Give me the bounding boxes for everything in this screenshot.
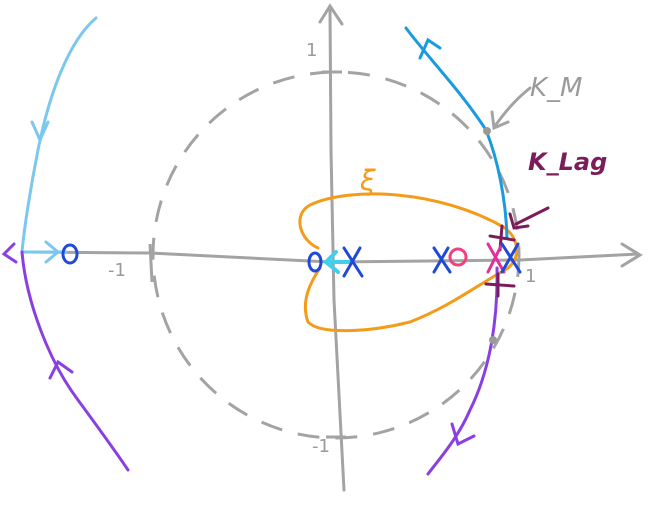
xi-label: ξ: [359, 164, 376, 197]
y-label-one: 1: [306, 40, 317, 61]
x-label-one: 1: [525, 266, 536, 287]
pole-origin: [342, 246, 364, 278]
x-label-neg-one: -1: [108, 260, 126, 281]
cyan-locus-arrow: [323, 250, 352, 274]
klag-arrow: [514, 206, 550, 226]
klag-arrow-head: [508, 212, 530, 230]
pole-near-one: [500, 242, 522, 274]
real-axis-arrowhead: [620, 242, 643, 268]
zero-origin: [307, 251, 323, 273]
imag-axis: [328, 6, 346, 492]
klag-mark-lower: [484, 272, 516, 298]
km-label: K_M: [530, 73, 582, 103]
locus-lower-right-branch: [426, 266, 499, 476]
zero-mid: [448, 247, 468, 267]
damping-contour: [298, 192, 519, 333]
km-point: [483, 127, 491, 135]
pole-mid: [432, 246, 452, 274]
locus-upper-left-branch: [20, 16, 98, 254]
locus-upper-left-arrow: [30, 120, 50, 144]
locus-lower-right-arrow: [450, 422, 476, 447]
imag-axis-arrowhead: [318, 3, 344, 26]
locus-left-end-arrow: [1, 242, 18, 264]
km-arrow-head: [490, 110, 510, 131]
locus-upper-arrow: [418, 37, 442, 60]
pink-pole: [486, 242, 506, 274]
unit-circle-crossing-point: [489, 336, 497, 344]
y-label-neg-one: -1: [312, 436, 330, 457]
klag-label: K_Lag: [528, 148, 607, 176]
zero-far-left: [61, 243, 79, 265]
locus-lower-left-arrow: [48, 359, 74, 380]
locus-lower-left-branch: [20, 250, 130, 472]
tick-x-neg-one: [148, 243, 154, 283]
km-arrow: [493, 86, 532, 128]
locus-upper-left-arrow-2: [44, 240, 61, 264]
